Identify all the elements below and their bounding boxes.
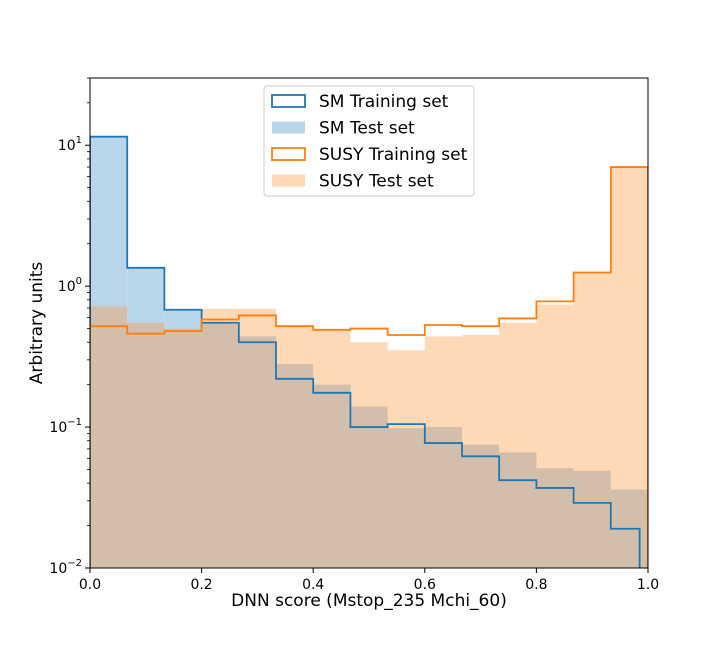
x-tick-label: 0.2 <box>190 577 212 593</box>
x-axis: 0.0 0.2 0.4 0.6 0.8 1.0 <box>79 568 659 593</box>
overlap-bar <box>387 428 425 568</box>
legend: SM Training set SM Test set SUSY Training … <box>263 85 475 197</box>
legend-label: SM Training set <box>319 92 449 112</box>
plot-frame <box>89 77 649 569</box>
x-tick-label: 0.8 <box>525 577 547 593</box>
overlap-bar <box>350 406 388 568</box>
legend-label: SUSY Test set <box>319 172 434 192</box>
legend-box <box>263 85 475 197</box>
overlap-bar <box>127 322 165 568</box>
x-axis-label: DNN score (Mstop_235 Mchi_60) <box>231 591 507 611</box>
overlap-bar <box>499 452 537 568</box>
overlap-bar <box>462 444 500 568</box>
y-tick-label: 10−1 <box>49 417 82 436</box>
y-tick-label: 100 <box>58 276 82 295</box>
sm-training-step <box>90 135 641 568</box>
overlap-bar <box>164 328 202 568</box>
legend-swatch <box>272 121 305 134</box>
legend-swatch <box>271 94 306 108</box>
susy-training-step <box>90 166 648 568</box>
steps-layer <box>90 135 648 568</box>
legend-label: SM Test set <box>319 119 415 139</box>
y-axis-label: Arbitrary units <box>27 262 47 385</box>
y-tick-label: 10−2 <box>49 558 82 577</box>
overlap-bar <box>424 427 463 568</box>
overlap-bar <box>275 364 314 568</box>
overlap-bar <box>238 336 276 568</box>
bars-layer <box>90 136 648 568</box>
overlap-bar <box>536 468 574 568</box>
legend-swatch <box>271 147 306 161</box>
x-tick-label: 0.4 <box>302 577 324 593</box>
overlap-bar <box>573 470 611 568</box>
x-tick-label: 0.6 <box>414 577 436 593</box>
y-axis: 10−2 10−1 100 101 <box>49 77 90 577</box>
overlap-bar <box>90 306 128 568</box>
x-tick-label: 1.0 <box>637 577 659 593</box>
x-tick-label: 0.0 <box>79 577 101 593</box>
overlap-bar <box>313 384 351 568</box>
legend-swatch <box>272 174 305 187</box>
legend-label: SUSY Training set <box>319 145 468 165</box>
y-tick-label: 101 <box>58 135 82 154</box>
overlap-bar <box>201 322 239 568</box>
